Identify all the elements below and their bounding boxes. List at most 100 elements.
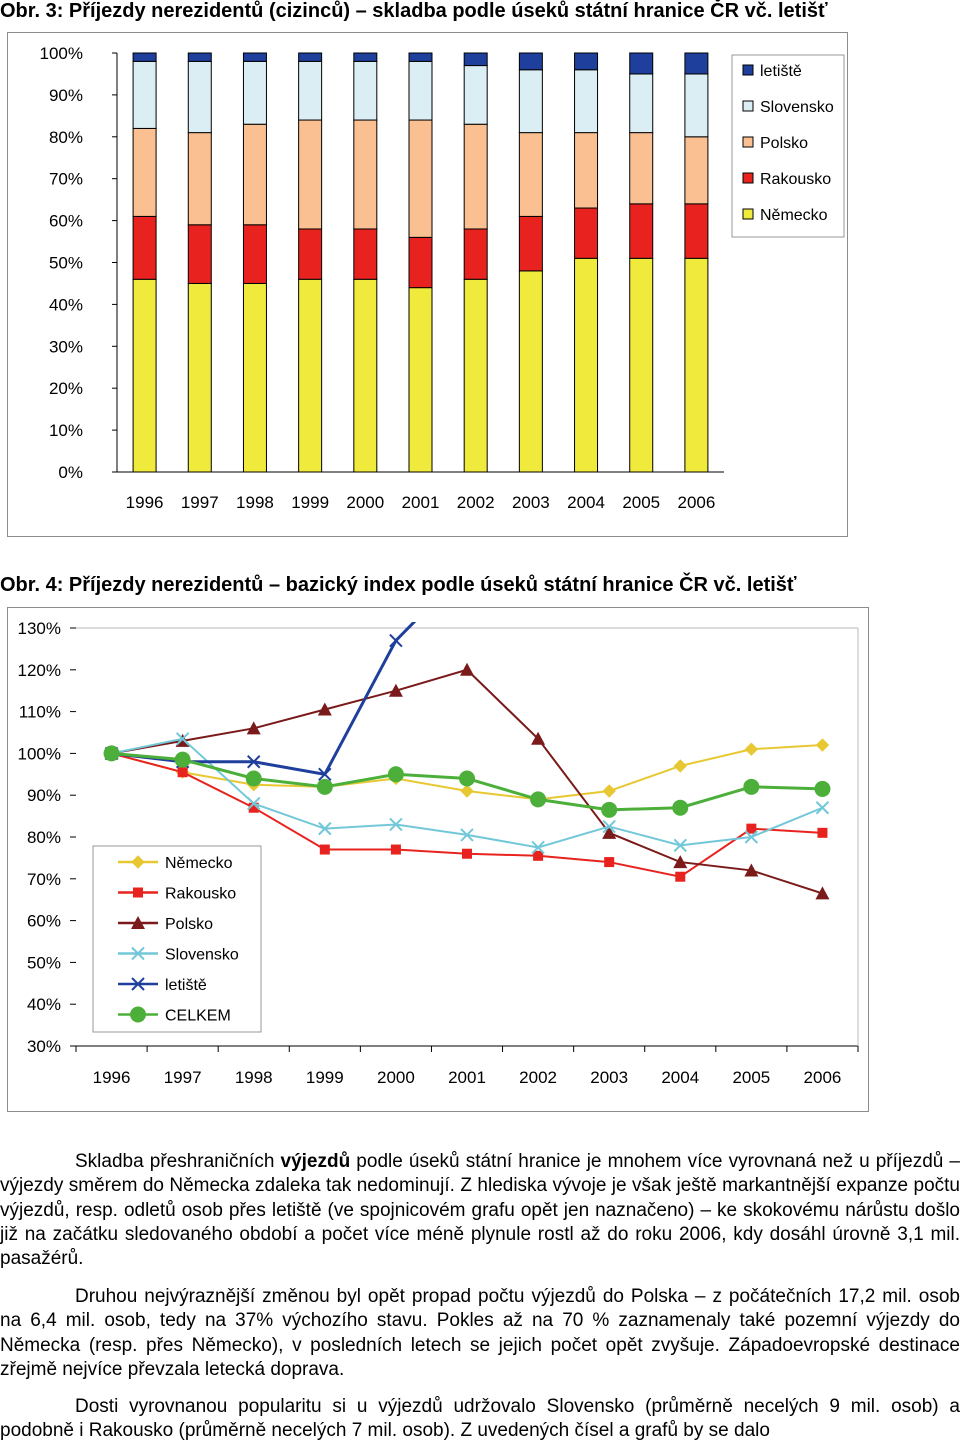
y-tick-label: 110% xyxy=(19,703,61,722)
x-tick-label: 2003 xyxy=(512,493,550,512)
y-tick-label: 30% xyxy=(49,337,83,356)
legend-marker xyxy=(133,887,143,898)
data-point xyxy=(531,840,545,855)
data-point xyxy=(175,732,190,746)
y-tick-label: 80% xyxy=(27,828,61,847)
legend-swatch xyxy=(742,172,754,184)
x-tick-label: 1999 xyxy=(306,1068,344,1087)
legend-marker xyxy=(131,977,145,991)
bar-segment xyxy=(408,52,433,62)
x-tick-label: 2001 xyxy=(448,1068,486,1087)
bar-segment xyxy=(463,123,488,230)
paragraph-3: Dosti vyrovnanou popularitu si u výjezdů… xyxy=(0,1395,960,1444)
bar-segment xyxy=(298,119,323,230)
bar-segment xyxy=(629,73,654,134)
data-point xyxy=(389,633,403,648)
data-point xyxy=(602,819,616,834)
data-point xyxy=(319,844,330,855)
data-point xyxy=(245,770,262,787)
legend-swatch xyxy=(742,64,754,76)
y-tick-label: 100% xyxy=(40,44,83,63)
y-tick-label: 0% xyxy=(58,463,83,482)
bar-segment xyxy=(574,207,599,259)
bar-segment xyxy=(463,278,488,473)
data-point xyxy=(389,817,403,832)
x-tick-label: 2004 xyxy=(567,493,605,512)
series-Polsko xyxy=(104,662,830,900)
data-point xyxy=(744,830,759,844)
bar-segment xyxy=(684,257,709,473)
bar-segment xyxy=(518,69,543,134)
y-tick-label: 90% xyxy=(49,86,83,105)
y-tick-label: 120% xyxy=(18,661,61,680)
bar-segment xyxy=(242,224,267,284)
x-tick-label: 2006 xyxy=(677,493,715,512)
legend-label: Polsko xyxy=(165,916,213,933)
bar-segment xyxy=(187,282,212,473)
y-tick-label: 130% xyxy=(18,619,61,638)
data-point xyxy=(318,767,332,782)
line-chart: 30% 40% 50% 60% 70% 80% 90% 100% 110% 120% 130% 199… xyxy=(18,619,859,1087)
bar-segment xyxy=(518,132,543,217)
x-tick-label: 2001 xyxy=(402,493,440,512)
bar-segment xyxy=(408,119,433,238)
y-tick-label: 10% xyxy=(49,421,83,440)
y-tick-label: 50% xyxy=(27,953,61,972)
y-tick-label: 90% xyxy=(27,786,61,805)
x-tick-label: 1996 xyxy=(93,1068,131,1087)
data-point xyxy=(247,755,261,769)
data-point xyxy=(460,662,474,676)
x-tick-label: 1997 xyxy=(181,493,219,512)
data-point xyxy=(673,838,687,853)
x-tick-label: 2002 xyxy=(457,493,495,512)
bar-segment xyxy=(132,215,157,280)
x-tick-label: 1996 xyxy=(126,493,164,512)
data-point xyxy=(533,850,544,861)
data-point xyxy=(530,791,547,808)
bar-segment xyxy=(463,52,488,67)
data-point xyxy=(746,823,757,834)
legend-box xyxy=(92,845,262,1033)
data-point xyxy=(103,745,120,762)
paragraph-1-segment: Skladba přeshraničních xyxy=(75,1151,281,1172)
legend-marker xyxy=(131,916,145,929)
paragraph-1-segment: výjezdů xyxy=(280,1151,351,1172)
data-point xyxy=(673,855,688,869)
bar-segment xyxy=(353,119,378,230)
bar-segment xyxy=(518,270,543,473)
bar-segment xyxy=(684,203,709,259)
data-point xyxy=(459,770,475,787)
legend-label: Slovensko xyxy=(760,99,834,116)
data-point xyxy=(815,886,830,900)
data-point xyxy=(388,683,403,697)
x-tick-label: 1997 xyxy=(164,1068,202,1087)
x-tick-label: 2004 xyxy=(661,1068,699,1087)
legend-label: Slovensko xyxy=(165,947,239,964)
bar-segment xyxy=(684,136,709,205)
data-point xyxy=(246,721,261,735)
bar-segment xyxy=(629,203,654,259)
chart2-frame: 30% 40% 50% 60% 70% 80% 90% 100% 110% 120% 130% 199… xyxy=(7,607,869,1112)
data-point xyxy=(317,702,332,716)
legend-marker xyxy=(131,855,145,869)
bar-segment xyxy=(574,52,599,71)
data-point xyxy=(817,827,828,838)
y-tick-label: 30% xyxy=(27,1037,61,1056)
bar-segment xyxy=(187,224,212,284)
x-tick-label: 1998 xyxy=(235,1068,273,1087)
chart2-title: Obr. 4: Příjezdy nerezidentů – bazický i… xyxy=(0,574,797,596)
bar-segment xyxy=(353,228,378,280)
data-point xyxy=(672,799,689,816)
bar-segment xyxy=(242,52,267,62)
bar-segment xyxy=(298,52,323,62)
paragraph-3-text: Dosti vyrovnanou popularitu si u výjezdů… xyxy=(0,1396,960,1442)
bar-segment xyxy=(463,228,488,280)
bar-segment xyxy=(187,60,212,134)
x-tick-label: 2006 xyxy=(804,1068,842,1087)
data-point xyxy=(815,801,830,815)
y-tick-label: 40% xyxy=(49,295,83,314)
data-point xyxy=(248,802,259,813)
bar-segment xyxy=(132,278,157,473)
data-point xyxy=(601,801,618,818)
y-tick-label: 100% xyxy=(18,744,61,763)
